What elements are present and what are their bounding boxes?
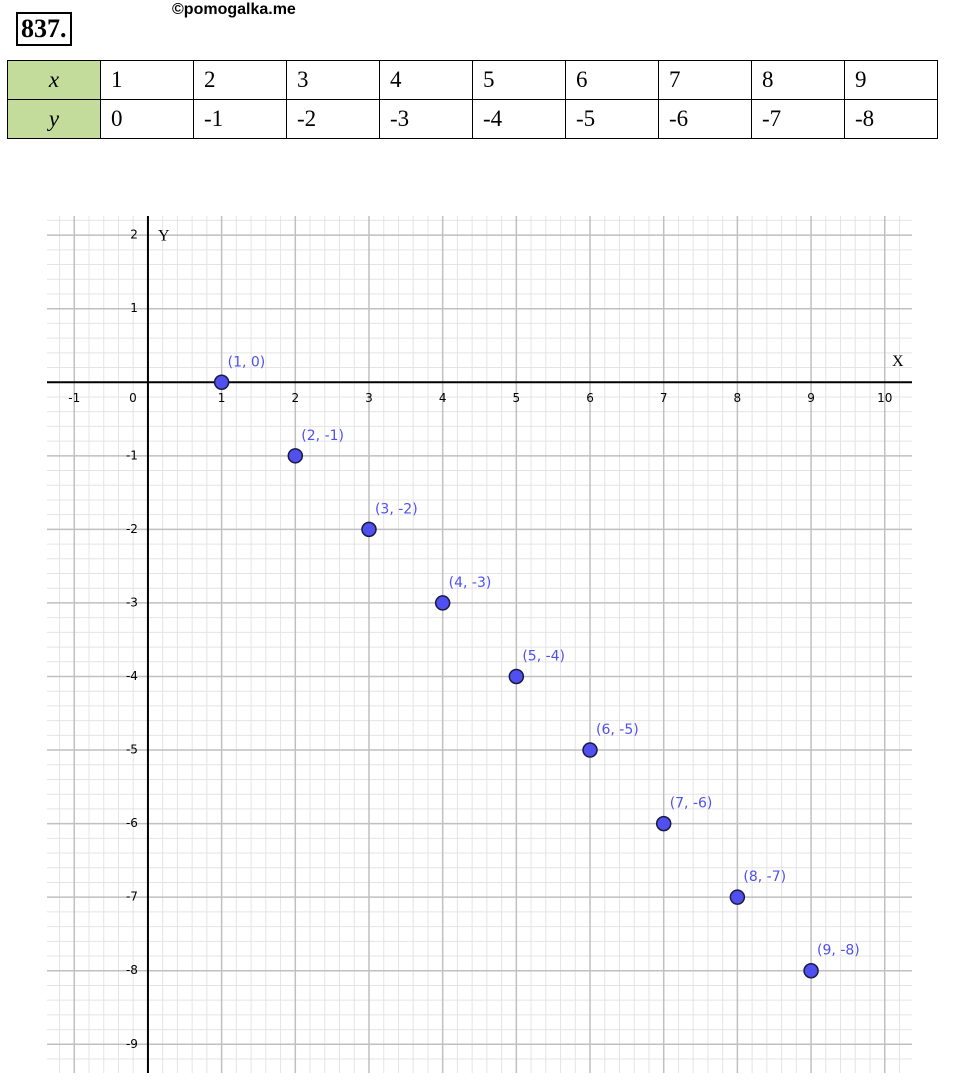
table-row: y 0 -1 -2 -3 -4 -5 -6 -7 -8 <box>7 99 938 139</box>
point <box>582 742 598 758</box>
table-cell: 4 <box>379 60 473 100</box>
table-cell: 0 <box>100 99 194 139</box>
y-axis-label: Y <box>158 228 170 245</box>
row-header: x <box>7 60 101 100</box>
value-table: x 1 2 3 4 5 6 7 8 9 y 0 -1 -2 -3 -4 -5 -6 -7 -8 <box>7 60 938 139</box>
x-tick-label: 1 <box>218 391 226 405</box>
table-cell: -1 <box>193 99 287 139</box>
table-cell: 9 <box>844 60 938 100</box>
row-header: y <box>7 99 101 139</box>
x-tick-label: 3 <box>365 391 373 405</box>
point <box>729 889 746 905</box>
x-tick-label: 8 <box>734 391 742 405</box>
y-tick-label: -6 <box>126 816 138 830</box>
table-cell: 7 <box>658 60 752 100</box>
table-cell: -7 <box>751 99 845 139</box>
y-tick-label: -7 <box>126 890 138 904</box>
point <box>655 815 672 832</box>
table-cell: -4 <box>472 99 566 139</box>
x-tick-label: 6 <box>586 391 594 405</box>
point <box>213 374 230 391</box>
table-cell: 1 <box>100 60 194 100</box>
table-cell: -6 <box>658 99 752 139</box>
table-cell: 5 <box>472 60 566 100</box>
y-tick-label: -9 <box>126 1037 138 1051</box>
x-tick-label: 4 <box>439 391 447 405</box>
table-cell: -3 <box>379 99 473 139</box>
x-tick-label: 5 <box>513 391 521 405</box>
table-cell: -5 <box>565 99 659 139</box>
y-tick-label: -3 <box>126 595 138 609</box>
x-tick-label: 2 <box>291 391 299 405</box>
table-cell: 3 <box>286 60 380 100</box>
point-label: (8, -7) <box>743 869 786 885</box>
y-tick-label: 2 <box>130 228 138 242</box>
y-tick-label: -4 <box>126 669 138 683</box>
x-axis-label: X <box>892 353 904 370</box>
x-tick-label: 0 <box>129 391 137 405</box>
table-cell: -8 <box>844 99 938 139</box>
point <box>434 595 451 611</box>
point <box>803 962 819 979</box>
y-tick-label: -1 <box>126 448 138 462</box>
point-label: (1, 0) <box>228 354 266 370</box>
exercise-number: 837. <box>16 12 72 46</box>
y-tick-label: 1 <box>130 301 138 315</box>
x-tick-label: -1 <box>68 391 80 405</box>
point-label: (5, -4) <box>522 648 565 664</box>
point <box>508 668 525 685</box>
point-label: (2, -1) <box>301 428 344 444</box>
point-label: (6, -5) <box>596 722 639 738</box>
x-tick-label: 9 <box>807 391 815 405</box>
point-label: (3, -2) <box>375 501 418 517</box>
watermark: ©pomogalka.me <box>172 1 296 18</box>
point-label: (7, -6) <box>670 796 713 812</box>
table-cell: 2 <box>193 60 287 100</box>
x-tick-label: 10 <box>877 391 892 405</box>
point-label: (4, -3) <box>449 575 492 591</box>
y-tick-label: -8 <box>126 963 138 977</box>
y-tick-label: -2 <box>126 522 138 536</box>
point <box>361 521 377 538</box>
point <box>287 448 304 464</box>
y-tick-label: -5 <box>126 743 138 757</box>
x-tick-label: 7 <box>660 391 668 405</box>
point-label: (9, -8) <box>817 943 860 959</box>
